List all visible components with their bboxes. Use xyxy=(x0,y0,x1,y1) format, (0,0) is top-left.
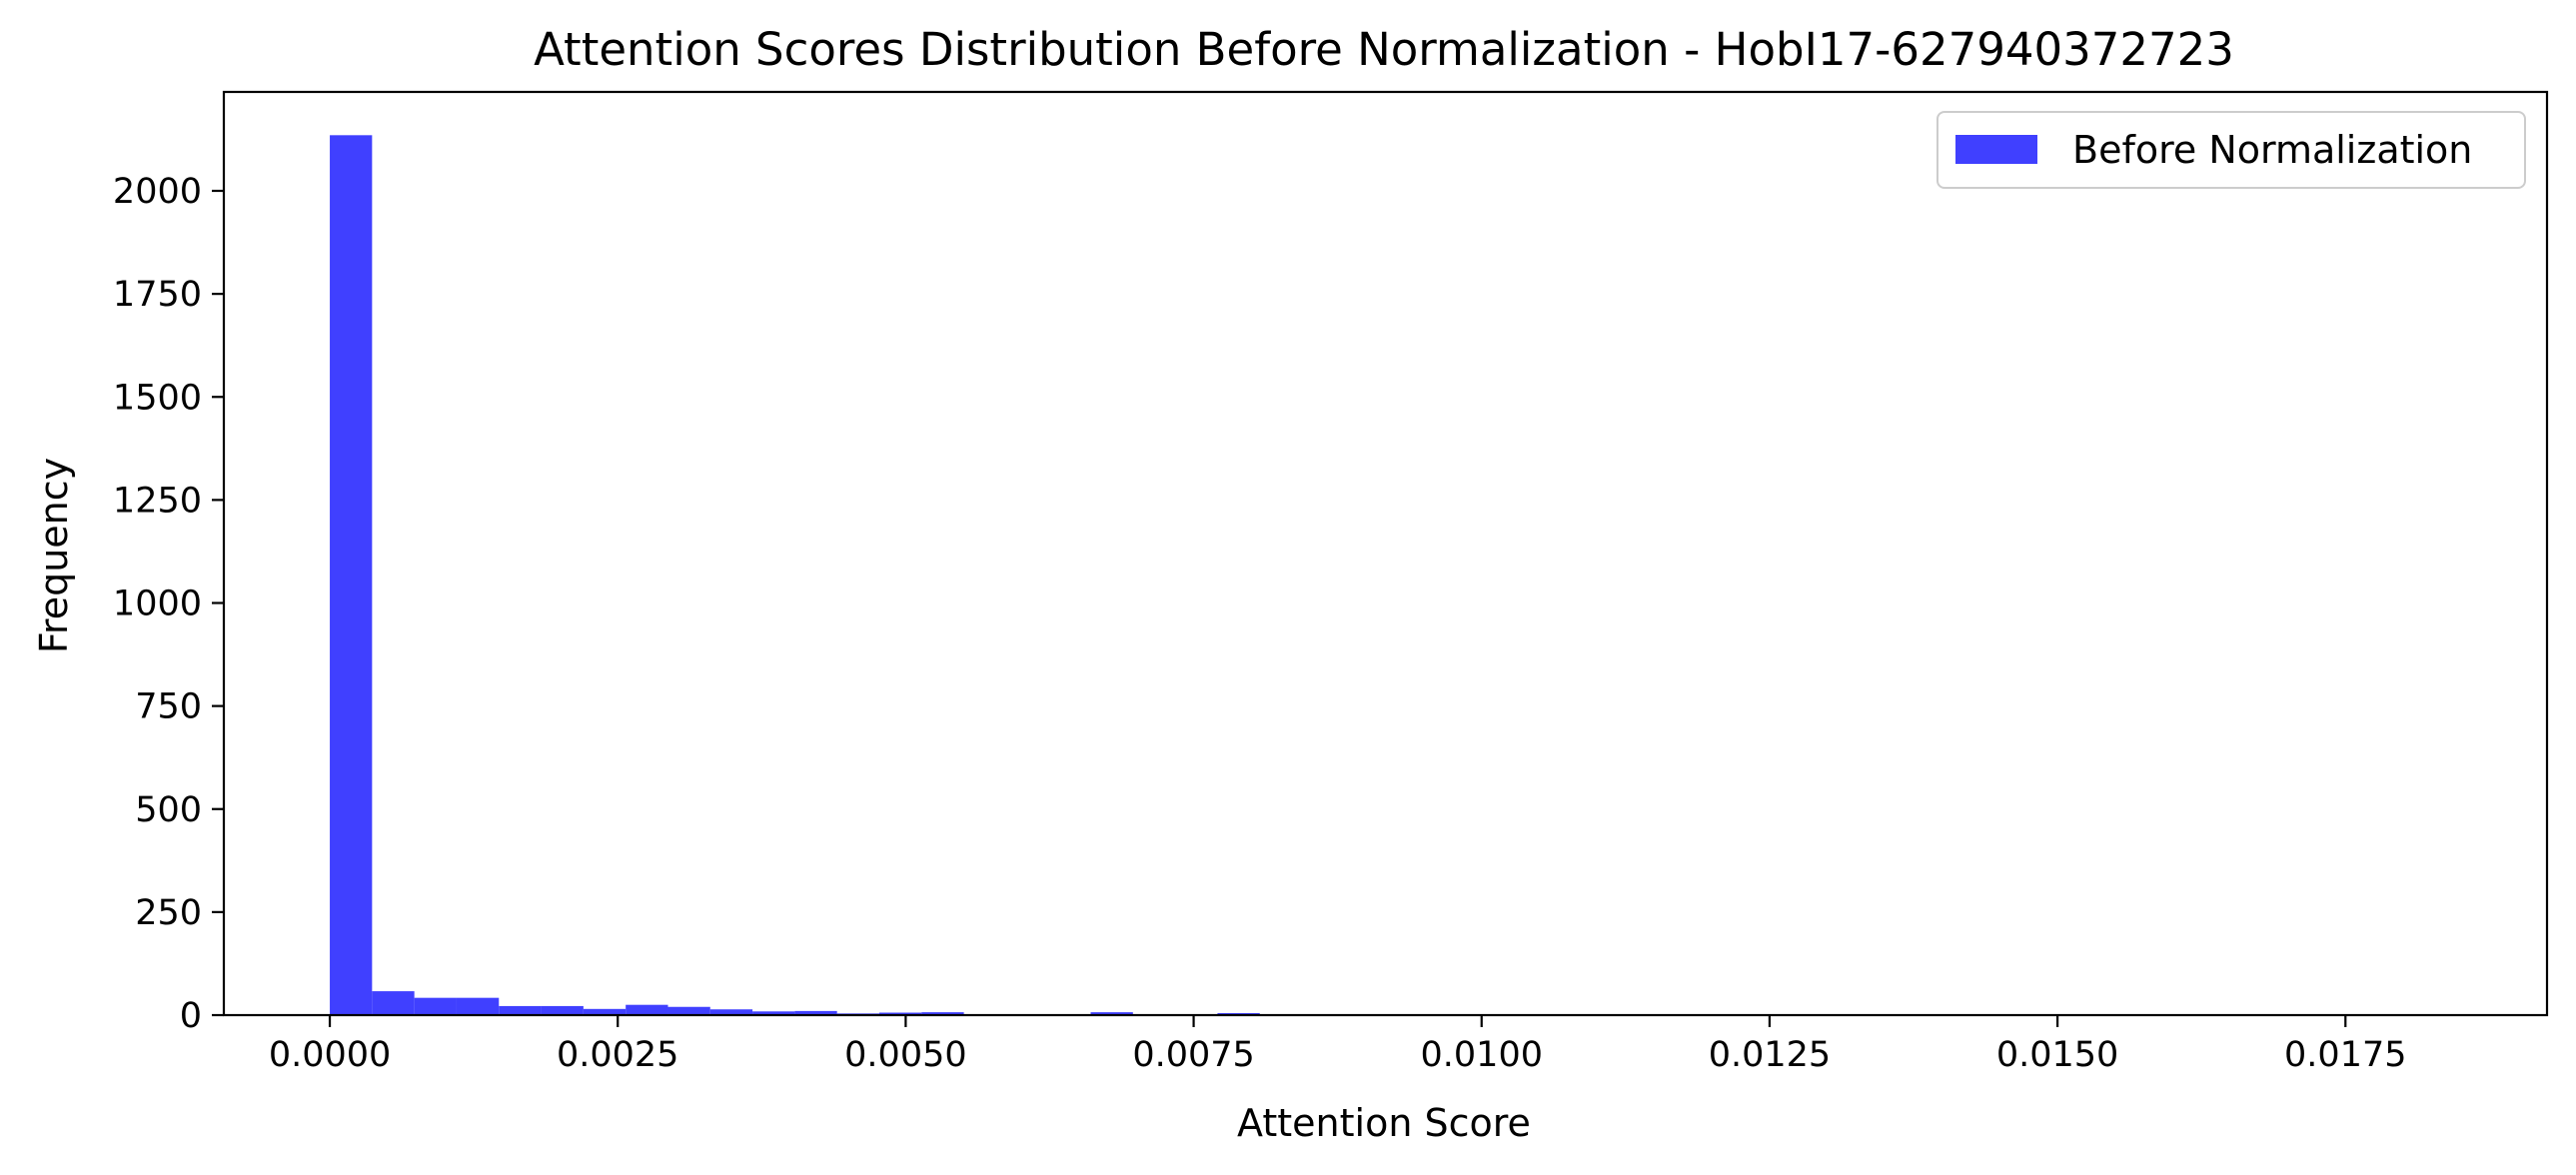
legend-swatch xyxy=(1955,135,2037,164)
y-tick-label: 500 xyxy=(135,790,202,830)
histogram-bar xyxy=(752,1011,795,1015)
x-axis-ticks: 0.0000 0.0025 0.0050 0.0075 0.0100 0.0125 0.01… xyxy=(269,1015,2407,1075)
histogram-bar xyxy=(372,991,415,1015)
histogram-bar xyxy=(456,997,500,1015)
x-tick-label: 0.0100 xyxy=(1421,1035,1543,1075)
x-axis-label: Attention Score xyxy=(1237,1101,1531,1145)
y-tick-label: 250 xyxy=(135,893,202,933)
chart-title: Attention Scores Distribution Before Nor… xyxy=(534,23,2234,76)
histogram-bar xyxy=(921,1012,964,1015)
histogram-bar xyxy=(499,1005,542,1015)
x-tick-label: 0.0125 xyxy=(1709,1035,1831,1075)
x-tick-label: 0.0075 xyxy=(1132,1035,1254,1075)
histogram-bar xyxy=(583,1008,627,1015)
y-tick-label: 1250 xyxy=(113,481,202,521)
histogram-bar xyxy=(541,1005,584,1015)
histogram-bar xyxy=(414,997,457,1015)
legend-label-before-normalization: Before Normalization xyxy=(2072,128,2472,172)
y-tick-label: 2000 xyxy=(113,172,202,212)
x-tick-label: 0.0175 xyxy=(2284,1035,2406,1075)
x-tick-label: 0.0025 xyxy=(557,1035,678,1075)
y-tick-label: 0 xyxy=(180,996,202,1036)
y-axis-label: Frequency xyxy=(32,458,76,653)
y-axis-ticks: 0 250 500 750 1000 1250 1500 1750 2000 xyxy=(113,172,224,1036)
y-tick-label: 1750 xyxy=(113,275,202,315)
x-tick-label: 0.0000 xyxy=(269,1035,391,1075)
histogram-bar xyxy=(794,1010,837,1016)
y-tick-label: 750 xyxy=(135,687,202,727)
y-tick-label: 1500 xyxy=(113,378,202,418)
legend-box xyxy=(1936,111,2526,189)
y-tick-label: 1000 xyxy=(113,585,202,624)
legend: Before Normalization xyxy=(1936,111,2526,189)
histogram-bar xyxy=(879,1012,922,1015)
histogram-bar xyxy=(1090,1012,1133,1015)
x-tick-label: 0.0050 xyxy=(844,1035,966,1075)
histogram-bar xyxy=(626,1004,668,1015)
histogram-bar xyxy=(330,135,373,1015)
x-tick-label: 0.0150 xyxy=(1996,1035,2118,1075)
histogram-bar xyxy=(709,1009,753,1015)
histogram-bar xyxy=(667,1006,710,1015)
plot-frame xyxy=(222,90,2549,1017)
